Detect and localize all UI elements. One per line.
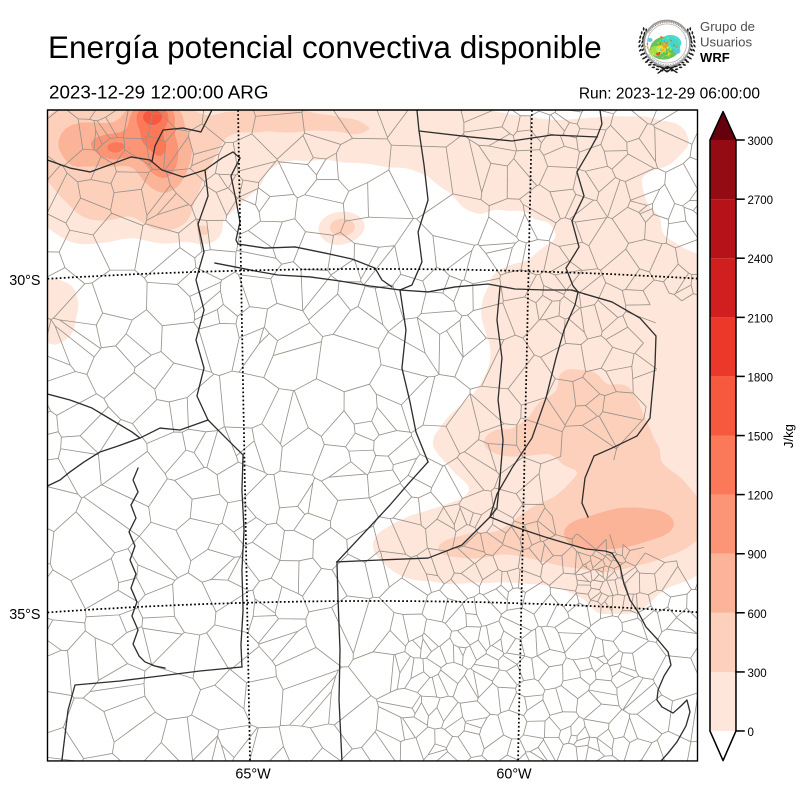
svg-text:0: 0 xyxy=(748,727,754,739)
svg-text:35°S: 35°S xyxy=(9,607,40,623)
svg-text:600: 600 xyxy=(748,609,767,621)
svg-text:1200: 1200 xyxy=(748,491,774,503)
svg-text:60°W: 60°W xyxy=(496,766,532,782)
svg-text:Run: 2023-12-29 06:00:00: Run: 2023-12-29 06:00:00 xyxy=(579,86,761,103)
svg-text:65°W: 65°W xyxy=(235,766,271,782)
svg-text:J/kg: J/kg xyxy=(781,424,796,448)
svg-text:2400: 2400 xyxy=(748,254,774,266)
svg-text:1500: 1500 xyxy=(748,431,774,443)
svg-text:2700: 2700 xyxy=(748,195,774,207)
svg-text:300: 300 xyxy=(748,668,767,680)
svg-text:1800: 1800 xyxy=(748,372,774,384)
svg-text:2023-12-29 12:00:00 ARG: 2023-12-29 12:00:00 ARG xyxy=(49,81,268,102)
svg-text:30°S: 30°S xyxy=(9,273,40,289)
svg-text:Usuarios: Usuarios xyxy=(700,34,752,49)
svg-text:Energía potencial convectiva d: Energía potencial convectiva disponible xyxy=(48,29,602,65)
svg-text:2100: 2100 xyxy=(748,313,774,325)
svg-text:3000: 3000 xyxy=(748,136,774,148)
svg-text:900: 900 xyxy=(748,550,767,562)
svg-text:WRF: WRF xyxy=(700,50,730,65)
svg-text:Grupo de: Grupo de xyxy=(700,19,755,34)
